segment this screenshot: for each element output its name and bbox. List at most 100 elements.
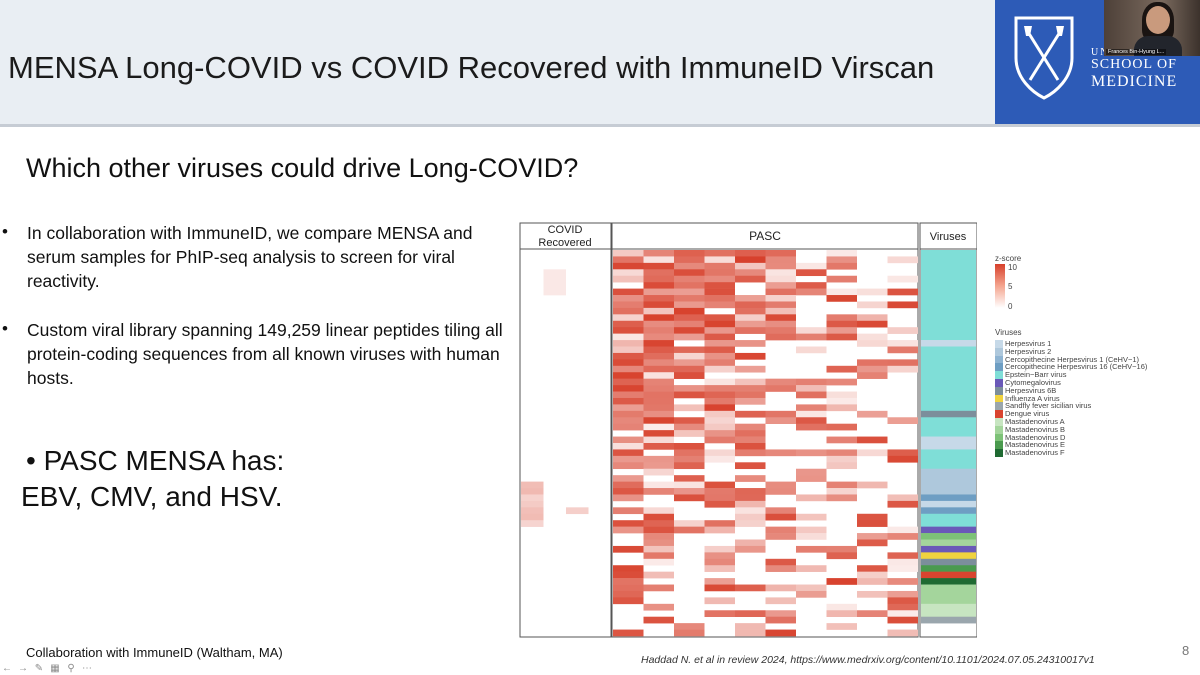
heatmap-cell bbox=[704, 430, 735, 437]
heatmap-cell bbox=[735, 391, 766, 399]
heatmap-cell bbox=[674, 629, 705, 637]
heatmap-cell bbox=[887, 301, 918, 309]
heatmap-cell bbox=[857, 333, 888, 341]
bullet-1: In collaboration with ImmuneID, we compa… bbox=[27, 223, 473, 291]
legend-label: Epstein−Barr virus bbox=[1005, 370, 1067, 380]
heatmap-cell bbox=[674, 275, 705, 283]
heatmap-cell bbox=[796, 410, 827, 418]
virus-annotation-band bbox=[921, 558, 976, 566]
legend-swatch bbox=[995, 386, 1003, 395]
heatmap-cell bbox=[613, 269, 644, 277]
heatmap-cell bbox=[765, 410, 796, 418]
heatmap-cell bbox=[674, 282, 705, 289]
heatmap-cell bbox=[613, 262, 644, 270]
heatmap-cell bbox=[613, 455, 644, 463]
heatmap-cell bbox=[704, 391, 735, 399]
heatmap-cell bbox=[566, 507, 589, 515]
legend-label: Cercopithecine Herpesvirus 1 (CeHV−1) bbox=[1005, 354, 1140, 364]
heatmap-cell bbox=[674, 359, 705, 367]
shield-torch-icon bbox=[1014, 16, 1074, 100]
heatmap-cell bbox=[735, 629, 766, 637]
slide-title: MENSA Long-COVID vs COVID Recovered with… bbox=[8, 50, 935, 85]
legend-label: Herpesvirus 2 bbox=[1005, 346, 1052, 356]
legend-swatch bbox=[995, 410, 1003, 419]
heatmap-cell bbox=[887, 597, 918, 605]
heatmap-cell bbox=[735, 488, 766, 495]
heatmap-cell bbox=[704, 455, 735, 463]
heatmap-cell bbox=[704, 282, 735, 289]
heatmap-cell bbox=[765, 449, 796, 457]
citation[interactable]: Haddad N. et al in review 2024, https://… bbox=[641, 654, 1095, 666]
heatmap-cell bbox=[796, 378, 827, 386]
heatmap-cell bbox=[643, 314, 674, 322]
heatmap-cell bbox=[613, 417, 644, 424]
heatmap-cell bbox=[643, 488, 674, 495]
heatmap-cell bbox=[643, 340, 674, 347]
heatmap-cell bbox=[643, 545, 674, 553]
heatmap-cell bbox=[735, 462, 766, 470]
arrow-left-icon[interactable]: ← bbox=[2, 663, 12, 674]
pen-icon[interactable]: ✎ bbox=[34, 663, 44, 674]
heatmap-cell bbox=[735, 500, 766, 508]
heatmap-cell bbox=[643, 404, 674, 412]
heatmap-cell bbox=[887, 359, 918, 367]
heatmap-cell bbox=[613, 372, 644, 379]
heatmap-cell bbox=[735, 397, 766, 405]
heatmap-cell bbox=[887, 275, 918, 283]
legend-swatch bbox=[995, 449, 1003, 458]
heatmap-cell bbox=[796, 513, 827, 521]
heatmap-cell bbox=[643, 346, 674, 354]
heatmap-cell bbox=[674, 391, 705, 399]
heatmap-cell bbox=[543, 288, 566, 296]
heatmap-cell bbox=[613, 526, 644, 534]
pasc-summary-line2: EBV, CMV, and HSV. bbox=[21, 481, 283, 512]
heatmap-cell bbox=[704, 269, 735, 277]
grid-icon[interactable]: ▦ bbox=[50, 663, 60, 674]
heatmap-cell bbox=[613, 346, 644, 354]
arrow-right-icon[interactable]: → bbox=[18, 663, 28, 674]
heatmap-cell bbox=[674, 327, 705, 334]
heatmap-cell bbox=[735, 301, 766, 309]
heatmap-cell bbox=[735, 385, 766, 392]
heatmap-cell bbox=[826, 397, 857, 405]
heatmap-cell bbox=[765, 301, 796, 309]
heatmap-cell bbox=[826, 423, 857, 431]
heatmap-cell bbox=[613, 359, 644, 367]
heatmap-cell bbox=[796, 269, 827, 277]
virus-annotation-band bbox=[921, 526, 976, 534]
heatmap-cell bbox=[796, 526, 827, 534]
heatmap-cell bbox=[613, 488, 644, 495]
more-icon[interactable]: ⋯ bbox=[82, 663, 92, 674]
heatmap-cell bbox=[674, 404, 705, 412]
heatmap-cell bbox=[857, 314, 888, 322]
logo-line-medicine: MEDICINE bbox=[1091, 73, 1178, 90]
heatmap-cell bbox=[674, 288, 705, 296]
zscore-tick-low: 0 bbox=[1008, 302, 1013, 311]
heatmap-cell bbox=[674, 623, 705, 630]
heatmap-cell bbox=[643, 423, 674, 431]
heatmap-cell bbox=[857, 365, 888, 373]
heatmap-cell bbox=[857, 288, 888, 296]
heatmap-cell bbox=[674, 462, 705, 470]
virus-annotation-band bbox=[921, 436, 976, 450]
heatmap-cell bbox=[857, 340, 888, 347]
heatmap-cell bbox=[613, 352, 644, 360]
heatmap-cell bbox=[826, 256, 857, 264]
footer-collaboration: Collaboration with ImmuneID (Waltham, MA… bbox=[26, 645, 283, 660]
heatmap-cell bbox=[765, 629, 796, 637]
legend-label: Mastadenovirus F bbox=[1005, 448, 1065, 458]
heatmap-cell bbox=[704, 262, 735, 270]
heatmap-cell bbox=[765, 333, 796, 341]
heatmap-cell bbox=[643, 526, 674, 534]
search-icon[interactable]: ⚲ bbox=[67, 663, 75, 674]
heatmap-cell bbox=[857, 571, 888, 579]
zscore-tick-high: 10 bbox=[1008, 263, 1017, 272]
heatmap-cell bbox=[796, 391, 827, 399]
heatmap-cell bbox=[826, 320, 857, 328]
heatmap-cell bbox=[796, 346, 827, 354]
participant-video[interactable]: Frances Bin-Hyung L... bbox=[1104, 0, 1200, 56]
heatmap-cell bbox=[735, 623, 766, 630]
heatmap-cell bbox=[826, 481, 857, 489]
heatmap-cell bbox=[674, 262, 705, 270]
heatmap-cell bbox=[543, 282, 566, 289]
